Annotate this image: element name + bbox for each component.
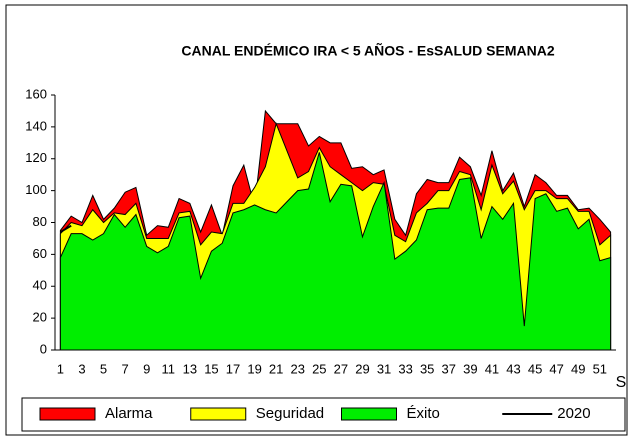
x-tick-label: 29 (355, 361, 369, 376)
series-line (59, 224, 72, 233)
legend-swatch (190, 407, 247, 421)
x-tick-label: 19 (247, 361, 261, 376)
x-tick-label: 7 (122, 361, 129, 376)
x-tick-label: 37 (442, 361, 456, 376)
legend-swatch (39, 407, 96, 421)
x-tick-label: 31 (377, 361, 391, 376)
series-area (59, 152, 612, 351)
y-tick-label: 120 (25, 150, 47, 165)
x-tick-label: 21 (269, 361, 283, 376)
x-tick-label: 27 (334, 361, 348, 376)
x-tick-label: 43 (506, 361, 520, 376)
legend-label: 2020 (557, 405, 590, 422)
legend-label: Seguridad (256, 405, 324, 422)
x-tick-label: 33 (398, 361, 412, 376)
x-tick-label: 13 (183, 361, 197, 376)
x-tick-label: 1 (57, 361, 64, 376)
y-tick-label: 160 (25, 86, 47, 101)
x-axis-label: S (616, 374, 627, 391)
y-tick-label: 100 (25, 182, 47, 197)
y-tick-label: 0 (40, 341, 47, 356)
legend-swatch (341, 407, 397, 421)
x-tick-label: 5 (100, 361, 107, 376)
x-tick-label: 47 (549, 361, 563, 376)
x-tick-label: 41 (485, 361, 499, 376)
x-tick-label: 39 (463, 361, 477, 376)
x-tick-label: 35 (420, 361, 434, 376)
x-tick-label: 51 (593, 361, 607, 376)
x-tick-label: 23 (291, 361, 305, 376)
x-tick-label: 9 (143, 361, 150, 376)
chart-title: CANAL ENDÉMICO IRA < 5 AÑOS - EsSALUD SE… (181, 42, 554, 59)
x-tick-label: 3 (78, 361, 85, 376)
legend-box (21, 397, 626, 432)
y-tick-label: 80 (33, 214, 47, 229)
y-tick-label: 20 (33, 310, 47, 325)
legend-label: Alarma (105, 405, 153, 422)
x-tick-label: 45 (528, 361, 542, 376)
legend-label: Éxito (407, 405, 440, 422)
y-tick-label: 40 (33, 278, 47, 293)
x-tick-label: 11 (162, 361, 176, 376)
x-tick-label: 49 (571, 361, 585, 376)
y-tick-label: 140 (25, 118, 47, 133)
x-tick-label: 15 (204, 361, 218, 376)
x-tick-label: 17 (226, 361, 240, 376)
y-tick-label: 60 (33, 246, 47, 261)
x-tick-label: 25 (312, 361, 326, 376)
